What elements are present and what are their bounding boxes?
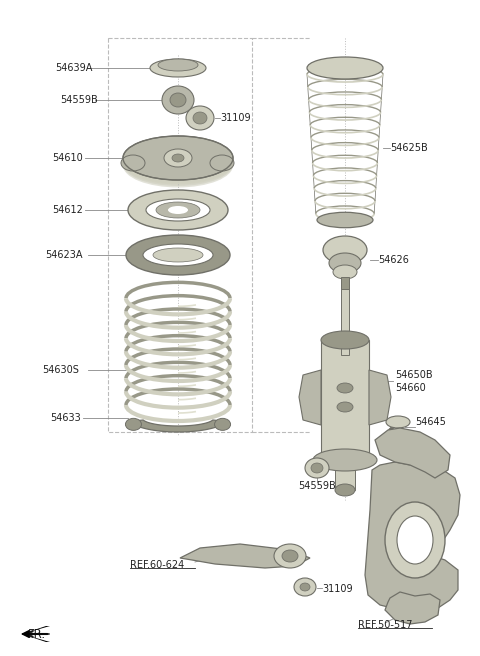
Ellipse shape [300,583,310,591]
Ellipse shape [123,140,233,184]
Text: 54610: 54610 [52,153,83,163]
Text: 54623A: 54623A [45,250,83,260]
Ellipse shape [143,244,213,266]
Text: 54650B: 54650B [395,370,432,380]
Ellipse shape [121,155,145,171]
Bar [322,340,368,460]
Ellipse shape [125,419,142,430]
FancyBboxPatch shape [341,278,349,355]
Ellipse shape [335,484,355,496]
FancyBboxPatch shape [335,460,355,490]
Polygon shape [365,462,460,612]
Text: 54630S: 54630S [42,365,79,375]
Ellipse shape [126,235,230,275]
Text: 54633: 54633 [50,413,81,423]
Ellipse shape [274,544,306,568]
Ellipse shape [123,144,233,188]
Polygon shape [22,626,50,642]
Polygon shape [369,370,391,425]
Text: REF.50-517: REF.50-517 [358,620,412,630]
Text: FR.: FR. [28,628,46,640]
Ellipse shape [307,57,383,79]
Ellipse shape [311,463,323,473]
Bar [324,340,365,460]
Ellipse shape [397,516,433,564]
Ellipse shape [386,416,410,428]
Polygon shape [375,428,450,478]
Text: REF.60-624: REF.60-624 [130,560,184,570]
Text: 54612: 54612 [52,205,83,215]
Ellipse shape [150,59,206,77]
Text: 54625B: 54625B [390,143,428,153]
Ellipse shape [170,93,186,107]
Ellipse shape [128,190,228,230]
Ellipse shape [156,202,200,218]
Text: 31109: 31109 [220,113,251,123]
Text: 54645: 54645 [415,417,446,427]
Ellipse shape [164,149,192,167]
Text: 54660: 54660 [395,383,426,393]
Ellipse shape [162,86,194,114]
Bar [326,340,364,460]
Text: 54559B: 54559B [298,481,336,491]
Ellipse shape [215,419,230,430]
Ellipse shape [294,578,316,596]
Ellipse shape [313,449,377,471]
Ellipse shape [193,112,207,124]
FancyBboxPatch shape [341,277,349,289]
Ellipse shape [282,550,298,562]
Polygon shape [299,370,321,425]
Ellipse shape [305,458,329,478]
Text: 54626: 54626 [378,255,409,265]
Ellipse shape [317,213,373,228]
Ellipse shape [337,383,353,393]
Ellipse shape [333,265,357,279]
Text: 54639A: 54639A [55,63,92,73]
Ellipse shape [323,236,367,264]
Ellipse shape [186,106,214,130]
Ellipse shape [172,154,184,162]
Bar [324,340,367,460]
Ellipse shape [123,138,233,182]
Ellipse shape [168,206,188,214]
Ellipse shape [123,142,233,186]
Ellipse shape [321,331,369,349]
Ellipse shape [385,502,445,578]
Ellipse shape [123,139,233,183]
Bar [321,340,369,460]
Polygon shape [180,544,310,568]
Bar [321,340,369,460]
Text: 31109: 31109 [322,584,353,594]
Ellipse shape [123,136,233,180]
Ellipse shape [329,253,361,273]
Polygon shape [385,592,440,624]
Polygon shape [130,420,227,432]
Ellipse shape [146,199,210,221]
Ellipse shape [210,155,234,171]
Ellipse shape [158,59,198,71]
Ellipse shape [337,402,353,412]
Text: 54559B: 54559B [60,95,98,105]
Ellipse shape [153,248,203,262]
